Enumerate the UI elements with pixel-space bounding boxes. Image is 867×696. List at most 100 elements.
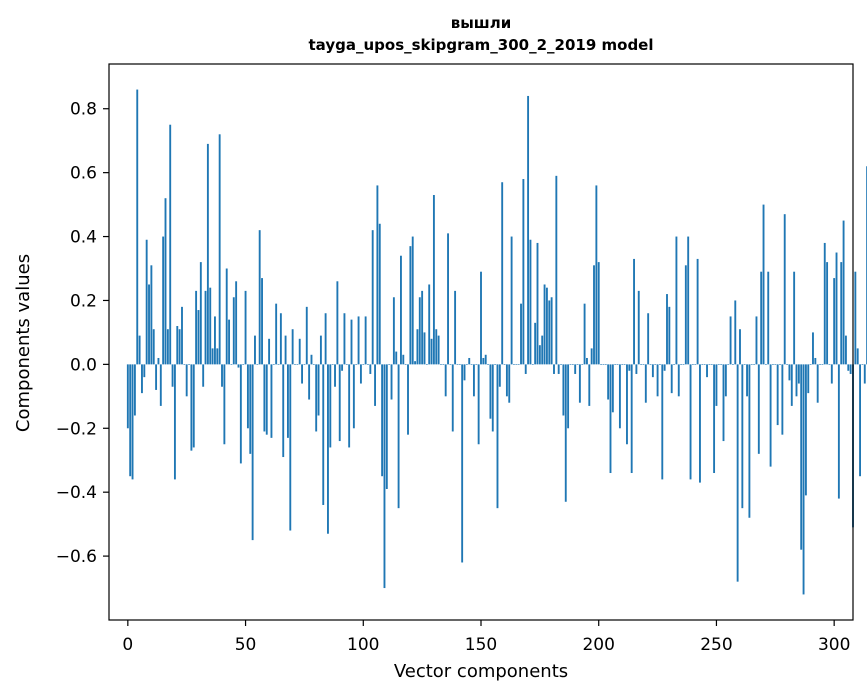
bar	[275, 303, 278, 365]
y-tick-label: −0.6	[56, 547, 97, 567]
bar	[630, 364, 633, 474]
bar	[237, 364, 240, 368]
bar	[322, 364, 325, 505]
bar	[251, 364, 254, 541]
bar	[133, 364, 136, 416]
bar	[197, 310, 200, 365]
bar	[764, 364, 767, 365]
bar	[449, 364, 452, 365]
bar	[538, 345, 541, 365]
bar	[456, 364, 459, 365]
bar	[171, 364, 174, 387]
bar	[854, 271, 857, 365]
bar	[607, 364, 610, 400]
bar	[578, 364, 581, 403]
bar	[272, 364, 275, 365]
bar	[294, 364, 296, 365]
bar	[352, 364, 355, 429]
bar	[826, 262, 829, 365]
bar	[772, 364, 774, 365]
bar	[614, 364, 617, 365]
bar	[618, 364, 621, 429]
bar	[319, 335, 322, 365]
bar	[786, 364, 789, 365]
bar	[527, 95, 530, 365]
bar	[376, 185, 379, 365]
bar	[489, 364, 492, 419]
bar	[776, 364, 779, 426]
bar	[536, 242, 539, 365]
bar	[746, 364, 748, 397]
bar	[225, 268, 228, 365]
bar	[279, 313, 282, 365]
bar	[513, 364, 515, 365]
bar	[327, 364, 329, 534]
bar	[463, 364, 466, 381]
bar	[588, 364, 591, 406]
bar	[611, 364, 614, 413]
bar	[557, 364, 560, 374]
bar	[635, 364, 638, 374]
bar	[680, 364, 683, 365]
bar	[553, 364, 555, 374]
bar	[644, 364, 647, 403]
bar	[821, 364, 824, 365]
bar	[816, 364, 819, 403]
bar	[729, 316, 732, 365]
x-tick-label: 50	[235, 635, 257, 655]
bar	[703, 364, 706, 365]
bar	[235, 281, 238, 365]
y-axis-label: Components values	[13, 254, 34, 432]
bar	[392, 297, 395, 365]
y-tick-label: 0.6	[70, 164, 97, 184]
bar	[807, 364, 810, 394]
bar	[812, 332, 814, 365]
bar	[694, 364, 697, 365]
chart-title: вышли	[451, 14, 511, 32]
bar	[548, 300, 551, 365]
bar	[581, 364, 584, 365]
bar	[731, 364, 734, 365]
bar	[574, 364, 577, 374]
bar	[126, 364, 129, 429]
bar	[265, 364, 268, 435]
bar	[520, 303, 522, 365]
bar	[312, 364, 315, 365]
bar	[859, 364, 861, 477]
bar	[425, 364, 428, 365]
bar	[863, 364, 866, 384]
bar	[498, 364, 501, 387]
bar	[291, 329, 294, 365]
bar	[637, 290, 640, 365]
bar	[185, 364, 188, 397]
bar	[230, 364, 233, 365]
bar	[409, 246, 412, 365]
bar	[586, 357, 588, 365]
bar	[576, 364, 579, 365]
bar	[301, 364, 303, 384]
bar	[651, 364, 654, 378]
bar	[767, 271, 770, 365]
bar	[249, 364, 252, 454]
bar	[757, 364, 760, 454]
bar	[515, 364, 518, 365]
bar	[706, 364, 708, 378]
bar	[734, 300, 737, 365]
bar	[159, 364, 162, 406]
bar	[214, 316, 216, 365]
bar	[362, 364, 365, 365]
bar	[661, 364, 664, 480]
bar	[166, 329, 169, 365]
bar	[176, 326, 179, 365]
bar	[621, 364, 624, 365]
bar	[842, 220, 845, 365]
x-tick-label: 100	[347, 635, 379, 655]
bar	[145, 239, 148, 365]
bar	[602, 364, 605, 365]
bar	[371, 230, 374, 365]
bar	[814, 357, 817, 365]
bar	[835, 252, 838, 365]
bar	[204, 290, 207, 365]
bar	[670, 364, 673, 394]
bar	[414, 361, 417, 365]
